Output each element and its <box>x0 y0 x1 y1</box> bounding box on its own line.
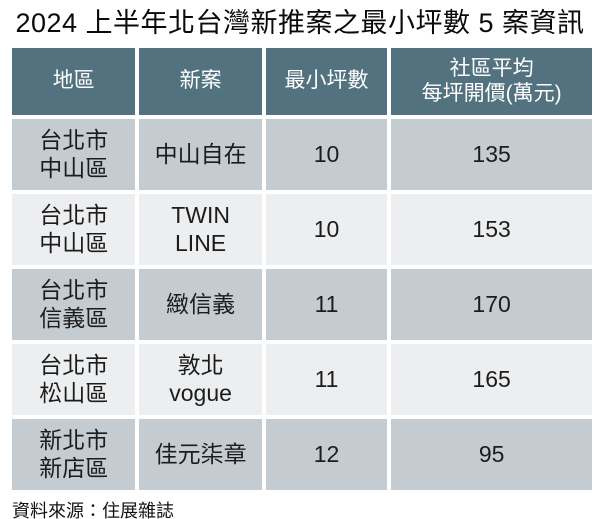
cell-region: 台北市 中山區 <box>12 193 136 265</box>
cell-region: 台北市 信義區 <box>12 268 136 340</box>
header-cell-min-size: 最小坪數 <box>265 47 388 115</box>
header-cell-region: 地區 <box>12 47 136 115</box>
header-cell-project: 新案 <box>139 47 262 115</box>
header-cell-avg-price: 社區平均 每坪開價(萬元) <box>391 47 592 115</box>
cell-avg-price: 165 <box>391 343 592 415</box>
cell-region: 新北市 新店區 <box>12 418 136 490</box>
page-title: 2024 上半年北台灣新推案之最小坪數 5 案資訊 <box>15 8 585 38</box>
cell-min-size: 11 <box>265 268 388 340</box>
cell-region: 台北市 中山區 <box>12 118 136 190</box>
cell-project: 佳元柒章 <box>139 418 262 490</box>
source-note: 資料來源：住展雜誌 <box>12 500 174 519</box>
cell-min-size: 12 <box>265 418 388 490</box>
cell-min-size: 10 <box>265 118 388 190</box>
cell-project: TWIN LINE <box>139 193 262 265</box>
data-table: 地區 新案 最小坪數 社區平均 每坪開價(萬元) 台北市 中山區 中山自在 10… <box>12 47 592 490</box>
cell-project: 中山自在 <box>139 118 262 190</box>
cell-min-size: 10 <box>265 193 388 265</box>
cell-min-size: 11 <box>265 343 388 415</box>
cell-avg-price: 170 <box>391 268 592 340</box>
cell-project: 敦北 vogue <box>139 343 262 415</box>
cell-project: 緻信義 <box>139 268 262 340</box>
cell-avg-price: 135 <box>391 118 592 190</box>
cell-avg-price: 95 <box>391 418 592 490</box>
cell-avg-price: 153 <box>391 193 592 265</box>
cell-region: 台北市 松山區 <box>12 343 136 415</box>
